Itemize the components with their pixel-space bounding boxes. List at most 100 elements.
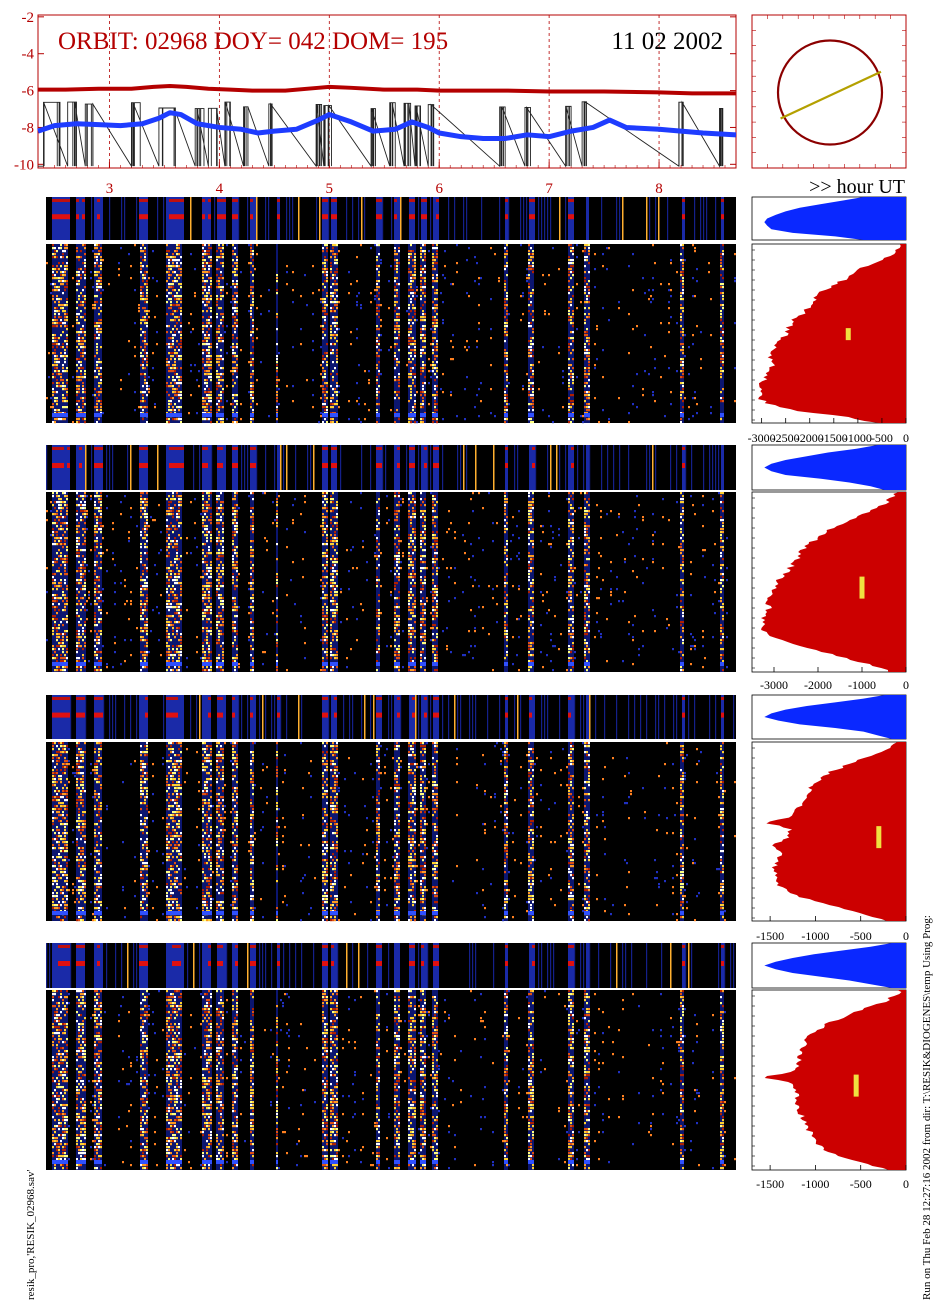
main-cell [176,373,178,376]
main-cell [172,286,174,289]
main-cell [378,304,380,307]
main-cell [172,498,174,501]
main-cell [96,343,98,346]
main-cell [78,391,80,394]
band-column [541,197,543,240]
band-peak-top [181,199,184,202]
main-cell [98,334,100,337]
main-cell [436,418,438,421]
main-cell [682,334,684,337]
main-cell [88,597,90,600]
main-cell [682,310,684,313]
main-cell [276,370,278,373]
main-cell [202,310,204,313]
main-cell [96,531,98,534]
main-cell [180,501,182,504]
main-cell [170,397,172,400]
main-cell [332,376,334,379]
main-cell [102,525,104,528]
main-cell [146,519,148,522]
main-cell [412,358,414,361]
main-cell [176,355,178,358]
main-cell [76,555,78,558]
main-cell [594,367,596,370]
main-cell [66,283,68,286]
main-cell [54,609,56,612]
main-cell [172,525,174,528]
main-cell [276,292,278,295]
main-cell [568,292,570,295]
main-column [530,244,532,423]
band-peak-top [55,447,58,450]
main-cell [64,570,66,573]
main-cell [532,250,534,253]
main-cell [506,379,508,382]
date-label: 11 02 2002 [611,28,723,55]
main-cell [330,325,332,328]
main-cell [64,531,66,534]
main-cell [252,373,254,376]
main-cell [322,328,324,331]
main-cell [140,495,142,498]
main-cell [96,247,98,250]
main-cell [58,669,60,672]
main-cell [412,409,414,412]
main-cell [174,537,176,540]
main-cell [76,331,78,334]
main-cell [222,358,224,361]
main-cell [90,271,92,274]
main-cell [60,283,62,286]
main-cell [100,286,102,289]
main-cell [204,259,206,262]
main-cell [54,253,56,256]
main-cell [388,307,390,310]
main-cell [208,328,210,331]
main-cell [684,334,686,337]
main-cell [168,567,170,570]
main-cell [178,295,180,298]
main-cell [334,310,336,313]
main-cell [232,367,234,370]
main-cell [720,283,722,286]
main-cell [570,394,572,397]
main-cell [236,292,238,295]
main-cell [60,552,62,555]
main-cell [312,292,314,295]
main-cell [208,337,210,340]
main-cell [54,301,56,304]
main-cell [572,247,574,250]
main-cell [52,615,54,618]
main-cell [202,367,204,370]
main-cell [86,513,88,516]
main-cell [424,346,426,349]
main-cell [528,286,530,289]
main-cell [66,498,68,501]
main-cell [176,376,178,379]
main-cell [408,262,410,265]
main-cell [144,316,146,319]
main-cell [76,313,78,316]
main-cell [54,606,56,609]
main-cell [62,388,64,391]
main-cell [442,391,444,394]
main-cell [174,280,176,283]
main-cell [232,355,234,358]
main-cell [202,504,204,507]
main-cell [286,385,288,388]
main-cell [174,409,176,412]
main-cell [504,334,506,337]
main-bottom-band [60,662,62,666]
main-cell [410,286,412,289]
main-cell [552,421,554,424]
main-cell [396,289,398,292]
main-cell [526,373,528,376]
main-cell [220,376,222,379]
main-cell [54,277,56,280]
main-cell [336,385,338,388]
main-cell [54,618,56,621]
main-cell [504,340,506,343]
main-cell [196,651,198,654]
main-cell [202,256,204,259]
main-cell [66,367,68,370]
main-cell [62,418,64,421]
